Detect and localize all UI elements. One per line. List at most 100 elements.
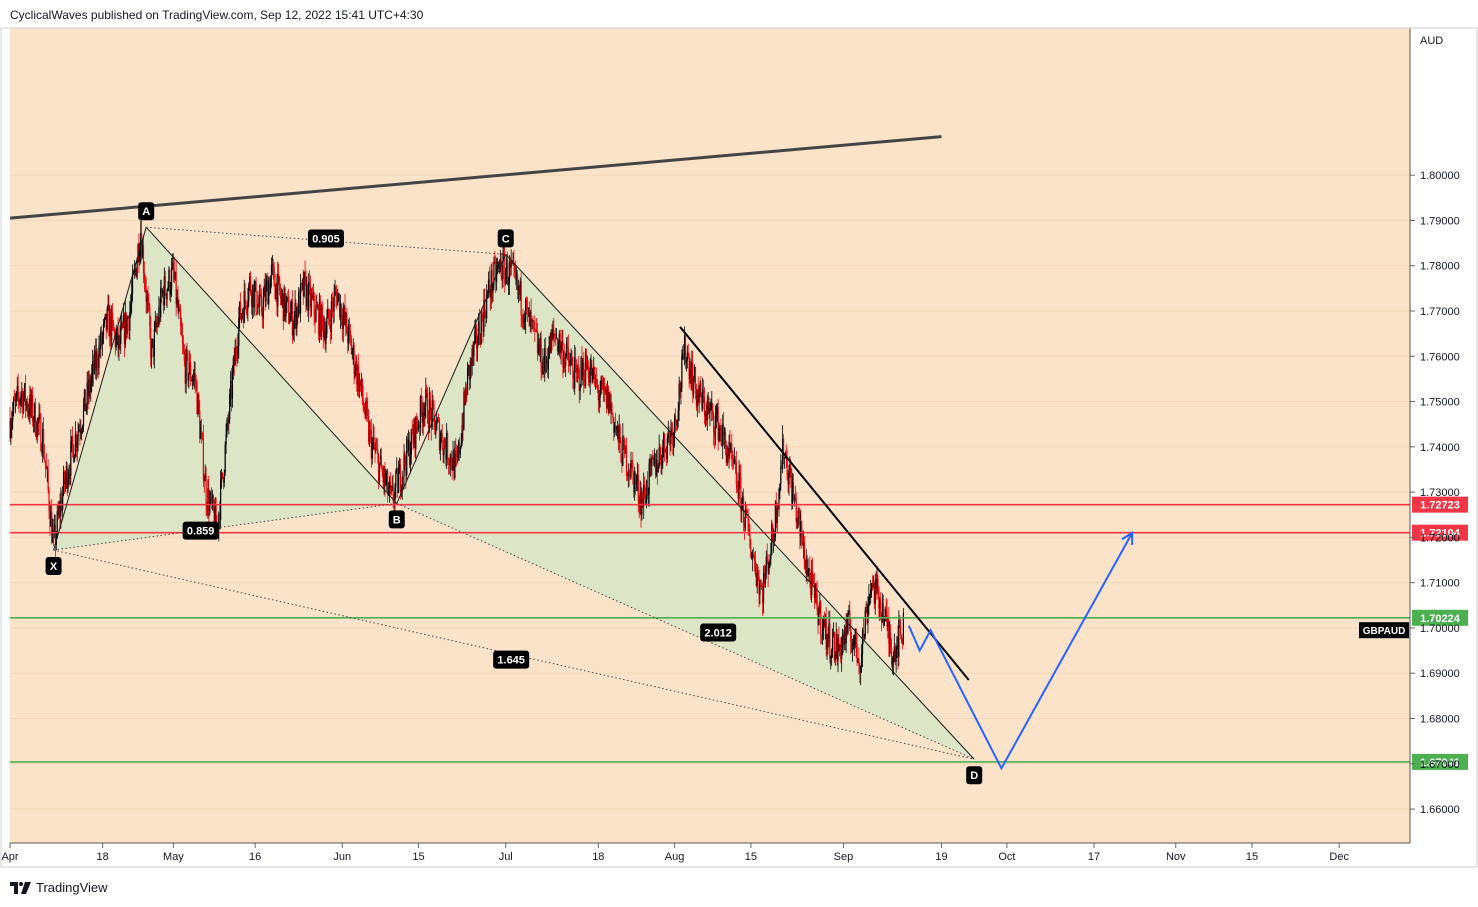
projection-path[interactable]	[907, 532, 1134, 771]
candle-body	[199, 410, 201, 440]
candle-body	[405, 465, 407, 476]
candle-body	[144, 280, 146, 289]
candle-body	[319, 300, 322, 337]
candle-body	[438, 420, 441, 451]
upper-channel-line[interactable]	[9, 135, 942, 220]
candle-body	[523, 321, 525, 323]
harmonic-pattern[interactable]: X A B C D 0.905 0.859 2.012 1.645	[45, 202, 983, 785]
footer-brand[interactable]: TradingView	[10, 880, 108, 895]
candle-body	[127, 317, 129, 319]
candle-body	[803, 541, 806, 567]
candle-body	[328, 319, 331, 323]
ratio-badge[interactable]	[700, 623, 737, 642]
candle-body	[763, 573, 766, 583]
candle-body	[841, 634, 844, 646]
candle-body	[374, 447, 376, 451]
candle-body	[334, 291, 336, 295]
candle-body	[522, 316, 524, 323]
candle-body	[644, 495, 647, 504]
candle-body	[30, 394, 32, 409]
candle-body	[373, 437, 375, 448]
symbol-label: GBPAUD	[1363, 626, 1406, 637]
candle-body	[510, 261, 512, 268]
candle-body	[685, 360, 687, 363]
candle-body	[489, 292, 491, 298]
candle-body	[65, 466, 67, 479]
candle-body	[448, 463, 451, 465]
candle-body	[826, 635, 828, 650]
candle-body	[330, 301, 333, 332]
y-tick-label: 1.69000	[1420, 668, 1460, 680]
candle-body	[471, 348, 473, 366]
candle-body	[536, 331, 539, 353]
candle-body	[93, 350, 96, 374]
candle-body	[595, 378, 598, 384]
pattern-leg[interactable]	[53, 227, 147, 551]
ratio-badge[interactable]	[182, 521, 219, 540]
pattern-leg[interactable]	[396, 254, 507, 504]
candle-body	[177, 296, 179, 312]
candle-body	[589, 371, 591, 383]
pattern-point-marker[interactable]	[388, 510, 405, 529]
candle-body	[329, 322, 332, 332]
price-chart[interactable]: 1.72723 1.72104 1.70224 1.67041 GBPAUD X A B C D…	[0, 0, 1478, 880]
candle-body	[878, 587, 880, 608]
candle-body	[296, 308, 298, 329]
candle-body	[23, 383, 26, 397]
candle-body	[230, 381, 232, 395]
candle-body	[245, 300, 247, 310]
candle-body	[836, 633, 838, 661]
pattern-point-marker[interactable]	[497, 229, 514, 248]
candle-body	[252, 284, 254, 308]
candle-body	[895, 649, 897, 662]
pattern-point-marker[interactable]	[45, 557, 62, 576]
candle-body	[585, 355, 588, 370]
candle-body	[581, 358, 583, 377]
candle-body	[561, 341, 563, 346]
ratio-badge[interactable]	[307, 229, 344, 248]
candle-body	[123, 315, 125, 345]
candle-body	[807, 570, 809, 576]
ratio-badge[interactable]	[493, 650, 530, 669]
candle-body	[516, 273, 519, 291]
candle-body	[211, 495, 214, 504]
candle-body	[92, 361, 94, 373]
candle-body	[186, 350, 188, 353]
candle-body	[697, 390, 699, 403]
trend-lines[interactable]	[9, 135, 1134, 771]
horizontal-levels[interactable]: 1.72723 1.72104 1.70224 1.67041 GBPAUD	[10, 496, 1468, 770]
candle-body	[143, 273, 145, 281]
candle-body	[355, 361, 357, 373]
pattern-point-marker[interactable]	[966, 766, 983, 785]
pattern-leg[interactable]	[505, 254, 975, 760]
candle-body	[605, 387, 608, 408]
candle-body	[220, 479, 222, 520]
candle-body	[340, 304, 342, 321]
candle-body	[238, 318, 240, 347]
candle-body	[821, 635, 823, 637]
candle-body	[693, 381, 695, 394]
pattern-leg[interactable]	[145, 226, 398, 504]
candle-body	[289, 313, 292, 322]
candle-body	[314, 313, 316, 322]
candle-body	[137, 244, 139, 262]
candle-body	[721, 436, 723, 447]
candle-body	[343, 307, 345, 316]
candle-body	[73, 455, 76, 463]
candle-body	[121, 323, 123, 328]
candle-body	[222, 477, 224, 483]
candle-body	[712, 403, 714, 413]
candle-body	[796, 518, 798, 522]
candle-body	[226, 419, 228, 434]
candle-body	[406, 438, 408, 476]
candle-body	[16, 386, 18, 393]
candle-body	[742, 496, 745, 523]
descending-resistance-line[interactable]	[679, 326, 970, 681]
candle-body	[414, 419, 416, 450]
candle-body	[86, 382, 88, 405]
candle-body	[663, 433, 665, 448]
candle-body	[436, 420, 438, 431]
pattern-point-marker[interactable]	[138, 202, 155, 221]
candle-body	[268, 283, 270, 305]
candle-body	[497, 263, 500, 266]
